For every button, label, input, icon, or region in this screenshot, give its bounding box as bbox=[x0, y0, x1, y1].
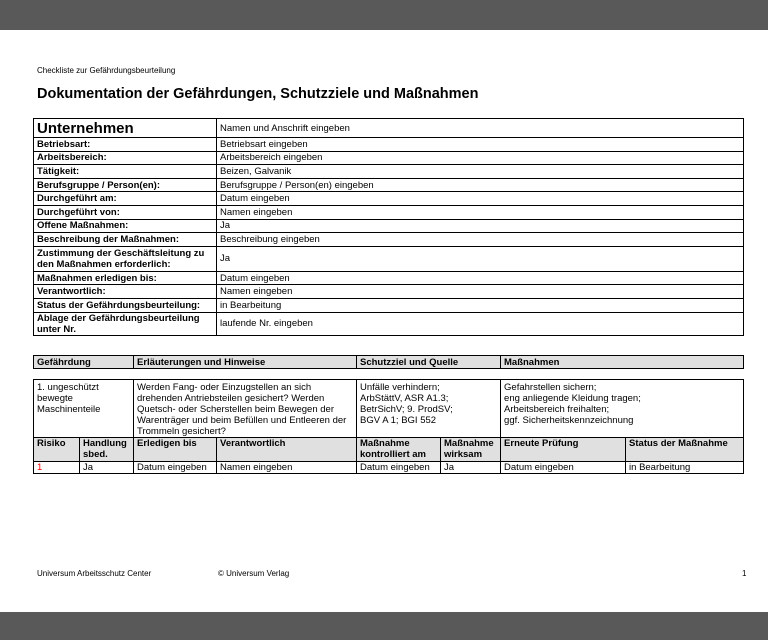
hazard-measures: Gefahrstellen sichern; eng anliegende Kle… bbox=[500, 379, 744, 438]
track-header-cell: Erledigen bis bbox=[133, 437, 218, 462]
info-value-field[interactable]: Namen eingeben bbox=[216, 284, 744, 299]
info-label: Betriebsart: bbox=[33, 137, 217, 152]
info-value-field[interactable]: in Bearbeitung bbox=[216, 297, 744, 313]
track-value-field[interactable]: Ja bbox=[78, 461, 135, 474]
info-label: Arbeitsbereich: bbox=[33, 150, 217, 166]
track-value-field[interactable]: Ja bbox=[440, 461, 502, 474]
info-value-field[interactable]: Datum eingeben bbox=[216, 191, 744, 206]
info-label: Offene Maßnahmen: bbox=[33, 218, 217, 234]
hazard-goal: Unfälle verhindern; ArbStättV, ASR A1.3; B… bbox=[356, 379, 502, 438]
info-value-field[interactable]: Berufsgruppe / Person(en) eingeben bbox=[216, 177, 744, 193]
page-number: 1 bbox=[742, 569, 747, 578]
track-header-cell: Maßnahme kontrolliert am bbox=[356, 437, 442, 462]
track-value-field[interactable]: Datum eingeben bbox=[356, 461, 442, 474]
info-value-field[interactable]: laufende Nr. eingeben bbox=[216, 311, 744, 336]
track-value-field[interactable]: Namen eingeben bbox=[216, 461, 358, 474]
goal-line: Unfälle verhindern; bbox=[360, 382, 440, 393]
info-label: Ablage der Gefährdungsbeurteilung unter … bbox=[33, 311, 217, 336]
track-header-cell: Maßnahme wirksam bbox=[440, 437, 502, 462]
info-value-field[interactable]: Beschreibung eingeben bbox=[216, 232, 744, 247]
info-label: Tätigkeit: bbox=[33, 164, 217, 179]
info-label: Zustimmung der Geschäftsleitung zu den M… bbox=[33, 245, 217, 272]
footer-left: Universum Arbeitsschutz Center bbox=[37, 569, 152, 578]
company-field[interactable]: Namen und Anschrift eingeben bbox=[216, 118, 744, 138]
header-massnahmen: Maßnahmen bbox=[500, 355, 744, 369]
track-value-field[interactable]: in Bearbeitung bbox=[625, 461, 744, 474]
goal-line: BGV A 1; BGI 552 bbox=[360, 415, 437, 426]
footer-center: © Universum Verlag bbox=[218, 569, 290, 578]
info-value-field[interactable]: Namen eingeben bbox=[216, 204, 744, 220]
hazard-table: 1. ungeschützt bewegte Maschinenteile We… bbox=[32, 379, 744, 474]
info-label: Verantwortlich: bbox=[33, 284, 217, 299]
info-value-field[interactable]: Beizen, Galvanik bbox=[216, 164, 744, 179]
measure-line: ggf. Sicherheitskennzeichnung bbox=[504, 415, 634, 426]
measure-line: Arbeitsbereich freihalten; bbox=[504, 404, 610, 415]
info-label: Durchgeführt von: bbox=[33, 204, 217, 220]
goal-line: ArbStättV, ASR A1.3; bbox=[360, 393, 449, 404]
info-label: Berufsgruppe / Person(en): bbox=[33, 177, 217, 193]
info-label: Status der Gefährdungsbeurteilung: bbox=[33, 297, 217, 313]
track-header-cell: Status der Maßnahme bbox=[625, 437, 744, 462]
track-header-cell: Risiko bbox=[33, 437, 80, 462]
hazard-header-table: Gefährdung Erläuterungen und Hinweise Sc… bbox=[33, 355, 744, 369]
hazard-notes: Werden Fang- oder Einzugstellen an sich … bbox=[133, 379, 358, 438]
goal-line: BetrSichV; 9. ProdSV; bbox=[360, 404, 453, 415]
info-value-field[interactable]: Datum eingeben bbox=[216, 270, 744, 286]
info-label: Maßnahmen erledigen bis: bbox=[33, 270, 217, 286]
track-header-cell: Handlung sbed. bbox=[78, 437, 135, 462]
track-header-cell: Erneute Prüfung bbox=[500, 437, 627, 462]
measure-line: Gefahrstellen sichern; bbox=[504, 382, 597, 393]
info-value-field[interactable]: Ja bbox=[216, 245, 744, 272]
track-header-cell: Verantwortlich bbox=[216, 437, 358, 462]
track-value-field[interactable]: Datum eingeben bbox=[133, 461, 218, 474]
page-title: Dokumentation der Gefährdungen, Schutzzi… bbox=[37, 86, 479, 102]
info-value-field[interactable]: Arbeitsbereich eingeben bbox=[216, 150, 744, 166]
header-schutzziel: Schutzziel und Quelle bbox=[356, 355, 501, 369]
header-gefaehrdung: Gefährdung bbox=[33, 355, 134, 369]
viewer-top-bar bbox=[0, 0, 768, 30]
measure-line: eng anliegende Kleidung tragen; bbox=[504, 393, 641, 404]
track-value-field[interactable]: 1 bbox=[33, 461, 80, 474]
viewer-bottom-bar bbox=[0, 612, 768, 640]
info-value-field[interactable]: Ja bbox=[216, 218, 744, 234]
info-label: Beschreibung der Maßnahmen: bbox=[33, 232, 217, 247]
header-erlaeuterungen: Erläuterungen und Hinweise bbox=[133, 355, 357, 369]
track-value-field[interactable]: Datum eingeben bbox=[500, 461, 627, 474]
info-value-field[interactable]: Betriebsart eingeben bbox=[216, 137, 744, 152]
hazard-name: 1. ungeschützt bewegte Maschinenteile bbox=[32, 379, 135, 438]
info-label: Durchgeführt am: bbox=[33, 191, 217, 206]
doc-subtitle: Checkliste zur Gefährdungsbeurteilung bbox=[37, 66, 176, 75]
info-table: Unternehmen Namen und Anschrift eingeben … bbox=[33, 118, 744, 336]
company-label: Unternehmen bbox=[33, 118, 217, 138]
